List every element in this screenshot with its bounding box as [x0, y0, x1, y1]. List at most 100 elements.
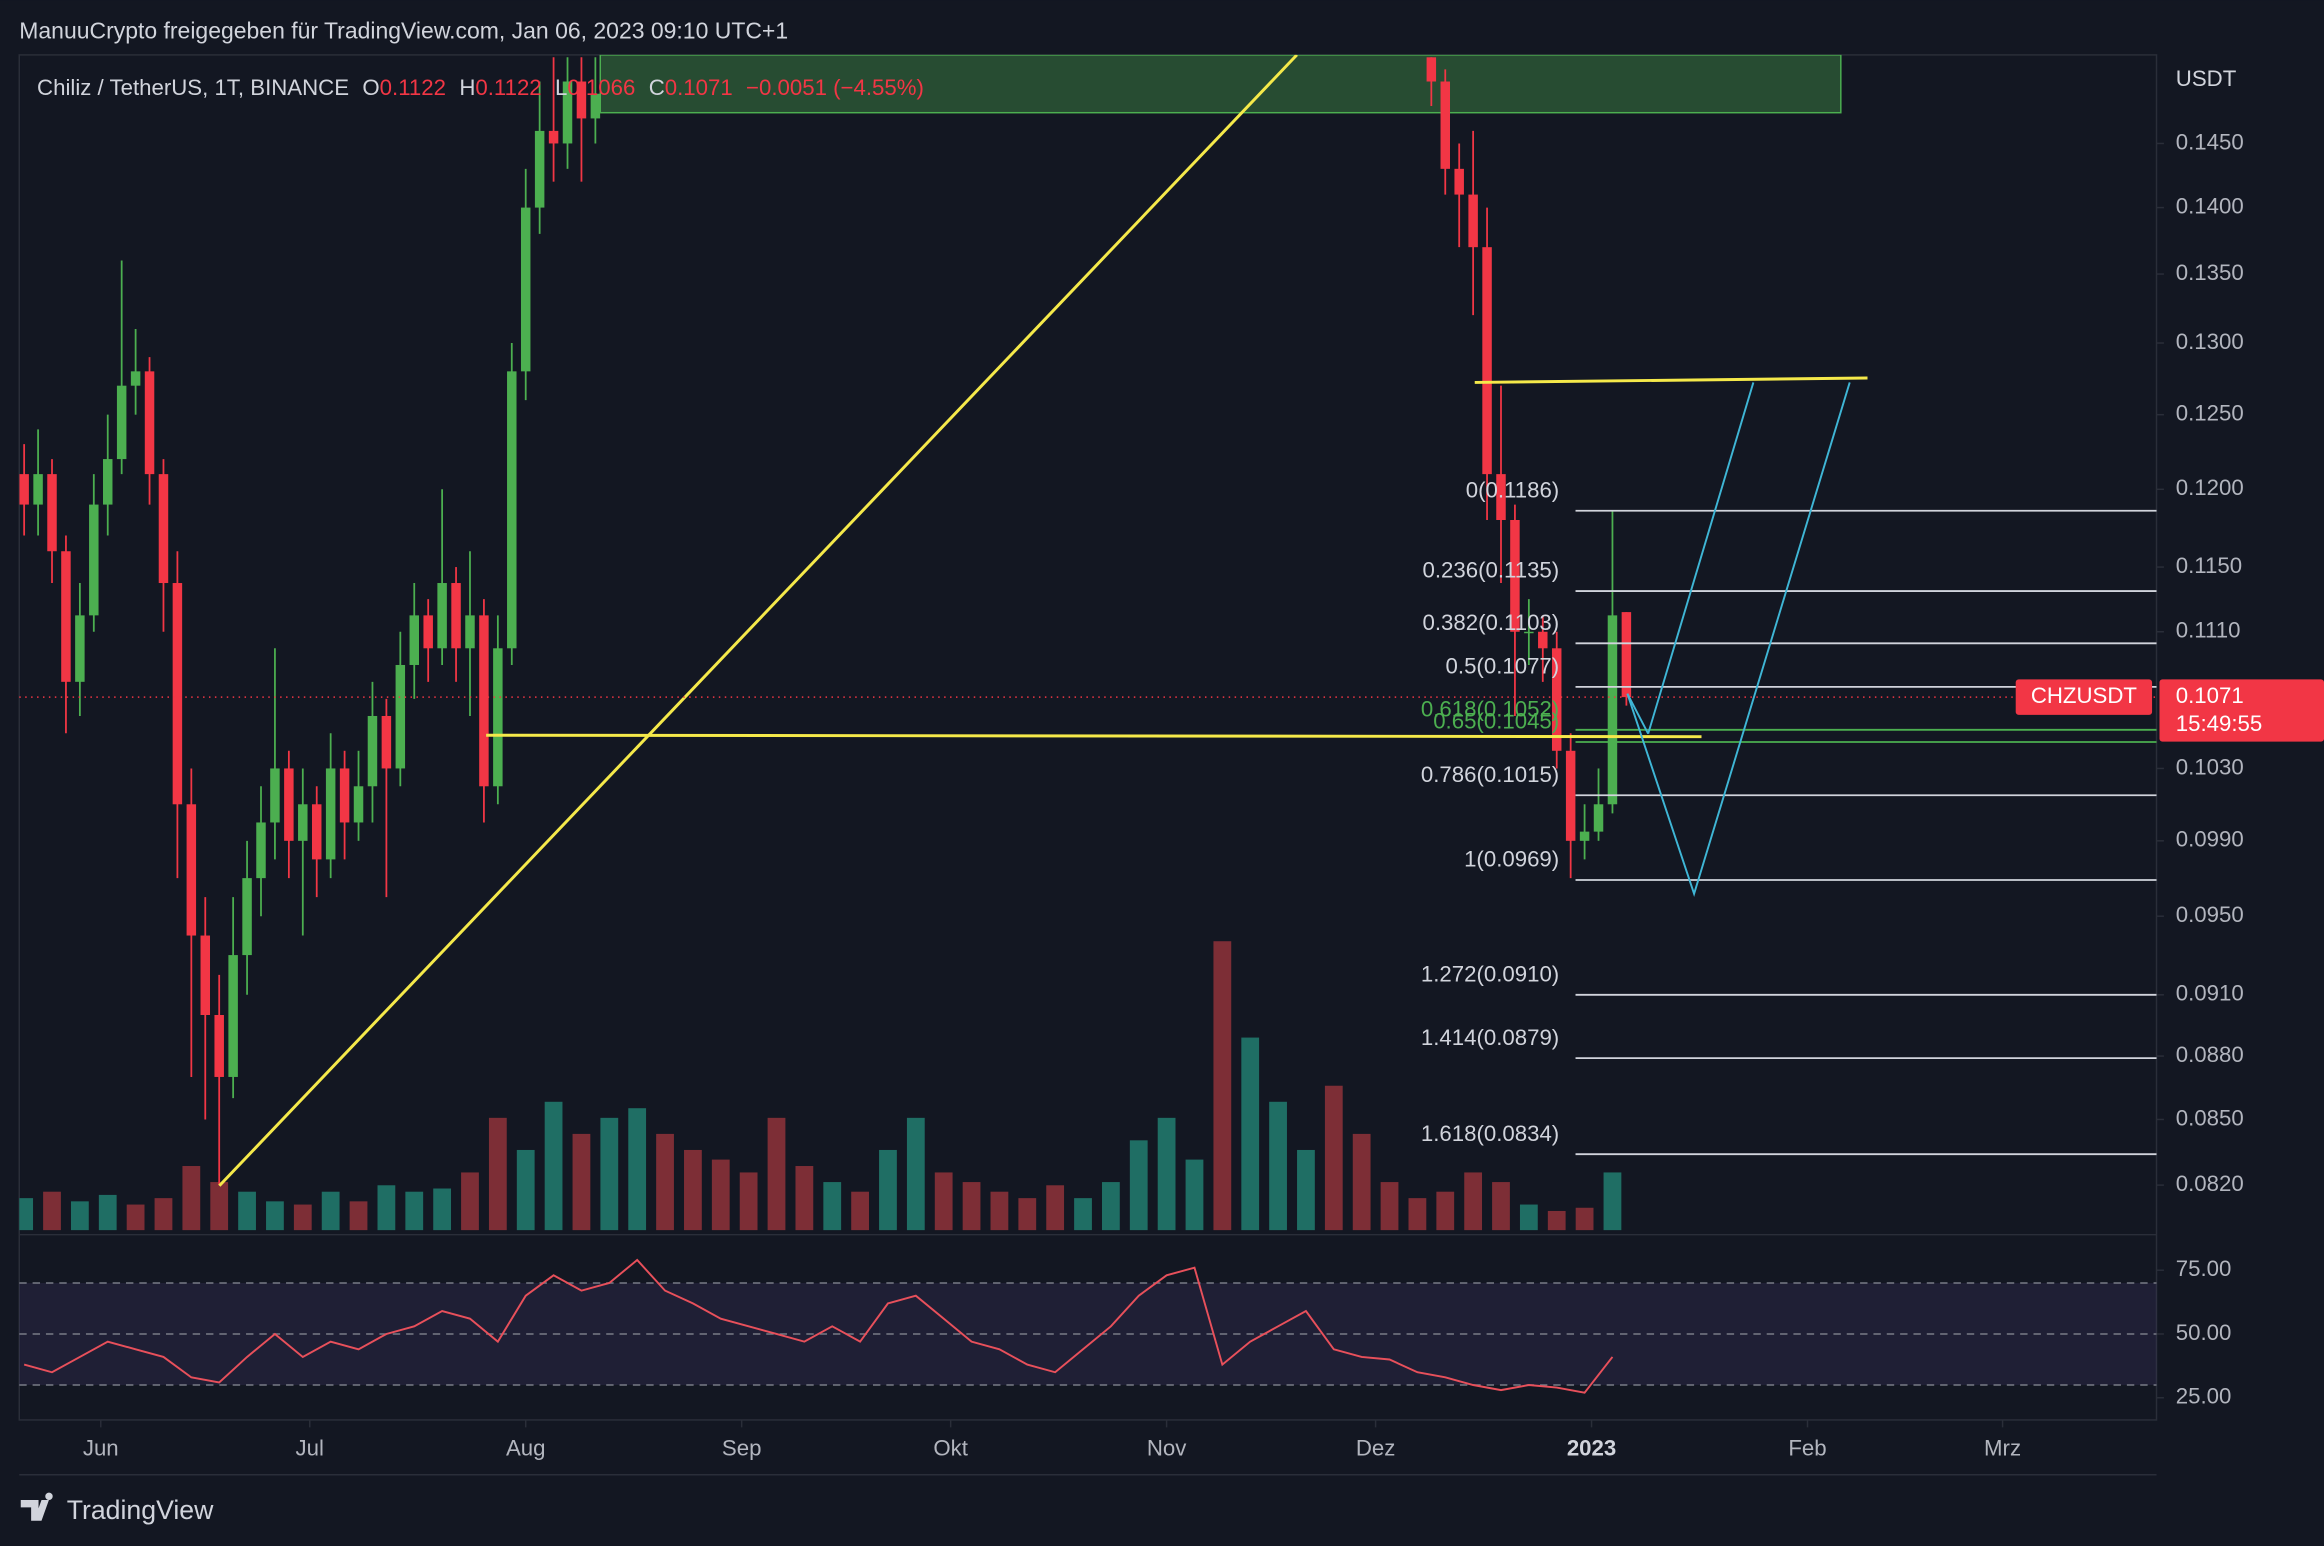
- volume-bar: [1074, 1198, 1092, 1231]
- candle-body: [186, 804, 197, 936]
- candle-body: [409, 615, 419, 665]
- candle-body: [47, 474, 57, 552]
- candle-body: [1454, 168, 1464, 195]
- candle-body: [1440, 81, 1451, 169]
- candle-body: [576, 81, 587, 119]
- y-tick-label: 0.1150: [2176, 553, 2242, 578]
- candle-body: [507, 371, 517, 649]
- volume-bar: [1101, 1182, 1120, 1231]
- candle-body: [1482, 247, 1492, 475]
- volume-bar: [1436, 1191, 1455, 1231]
- price-tag-value: 0.1071: [2176, 683, 2244, 708]
- candle-body: [1551, 648, 1562, 751]
- candle-body: [1496, 474, 1506, 520]
- volume-bar: [600, 1117, 619, 1231]
- candle-body: [130, 371, 141, 386]
- volume-bar: [349, 1201, 368, 1231]
- candle-body: [61, 551, 71, 682]
- y-tick-label: 0.1030: [2176, 754, 2244, 779]
- y-tick-label: 0.1400: [2176, 193, 2244, 218]
- candle-body: [256, 822, 266, 879]
- volume-bar: [1408, 1198, 1427, 1231]
- volume-bar: [1492, 1182, 1510, 1231]
- volume-bar: [572, 1133, 591, 1231]
- candle-body: [284, 768, 294, 841]
- fib-label: 0.65(0.1045): [1433, 709, 1559, 734]
- price-tag: [2159, 679, 2324, 742]
- y-tick-label: 0.0950: [2176, 902, 2244, 927]
- volume-bar: [488, 1117, 507, 1231]
- candle-body: [1426, 57, 1437, 82]
- volume-bar: [879, 1149, 897, 1231]
- y-tick-label: 0.1300: [2176, 329, 2244, 354]
- y-tick-label: 0.1450: [2176, 129, 2244, 154]
- axis-unit: USDT: [2176, 66, 2237, 91]
- ohlc-label: C: [649, 75, 665, 100]
- volume-bar: [19, 1198, 34, 1231]
- fib-label: 1.618(0.0834): [1421, 1121, 1559, 1146]
- share-header: ManuuCrypto freigegeben für TradingView.…: [19, 18, 788, 44]
- fib-label: 1.414(0.0879): [1421, 1025, 1559, 1050]
- candle-body: [1510, 519, 1520, 632]
- volume-bar: [628, 1108, 647, 1231]
- candle-body: [102, 459, 113, 505]
- volume-bar: [684, 1149, 702, 1231]
- fib-label: 0.786(0.1015): [1421, 762, 1559, 787]
- candle-body: [1468, 194, 1478, 248]
- candle-body: [451, 583, 461, 649]
- volume-bar: [934, 1172, 953, 1231]
- candle-body: [479, 615, 489, 787]
- candle-body: [437, 583, 447, 649]
- candle-body: [214, 1015, 224, 1077]
- fib-label: 0.236(0.1135): [1422, 558, 1559, 583]
- resistance-line: [1474, 376, 1868, 384]
- fib-label: 0.382(0.1103): [1422, 610, 1559, 635]
- x-tick-label: Dez: [1356, 1435, 1396, 1460]
- x-tick-label: Okt: [933, 1435, 968, 1460]
- x-tick-label: Mrz: [1984, 1435, 2021, 1460]
- volume-bar: [711, 1159, 730, 1231]
- candle-body: [1565, 750, 1576, 841]
- candle-body: [1579, 831, 1590, 841]
- volume-bar: [433, 1188, 452, 1231]
- volume-bar: [154, 1198, 173, 1231]
- candle-body: [367, 715, 378, 787]
- y-tick-label: 0.0990: [2176, 827, 2244, 852]
- volume-bar: [906, 1117, 925, 1231]
- brand-logo: [20, 1492, 53, 1521]
- y-tick-label: 0.0910: [2176, 981, 2244, 1006]
- candle-body: [242, 878, 252, 956]
- fib-label: 0.618(0.1052): [1421, 696, 1559, 721]
- volume-bar: [767, 1117, 786, 1231]
- volume-bar: [1547, 1210, 1566, 1231]
- ohlc-value: 0.1071: [665, 75, 733, 100]
- candle-body: [395, 664, 406, 769]
- brand-name: TradingView: [67, 1495, 214, 1525]
- candle-body: [228, 955, 238, 1077]
- volume-bar: [1324, 1085, 1343, 1231]
- volume-bar: [321, 1191, 340, 1231]
- candle-body: [1621, 612, 1632, 698]
- volume-bar: [1241, 1037, 1260, 1231]
- volume-bar: [739, 1172, 758, 1231]
- ohlc-value: 0.1122: [475, 75, 541, 100]
- y-tick-label: 0.1200: [2176, 475, 2244, 500]
- candle-body: [172, 583, 183, 805]
- volume-bar: [656, 1133, 674, 1231]
- volume-bar: [1269, 1101, 1287, 1231]
- legend: Chiliz / TetherUS, 1T, BINANCE O0.1122 H0.…: [37, 75, 924, 100]
- x-tick-label: 2023: [1567, 1435, 1616, 1460]
- volume-bar: [405, 1191, 424, 1231]
- ohlc-label: H: [459, 75, 475, 100]
- volume-bar: [182, 1166, 201, 1231]
- candle-body: [19, 474, 29, 505]
- y-tick-label: 0.0820: [2176, 1171, 2244, 1196]
- x-tick-label: Jul: [296, 1435, 324, 1460]
- rsi-tick-label: 50.00: [2176, 1320, 2232, 1345]
- symbol-tag-text: CHZUSDT: [2031, 683, 2138, 708]
- volume-bar: [238, 1191, 256, 1231]
- projection-path: [1626, 382, 1851, 897]
- y-tick-label: 0.1250: [2176, 401, 2244, 426]
- volume-bar: [1603, 1172, 1622, 1231]
